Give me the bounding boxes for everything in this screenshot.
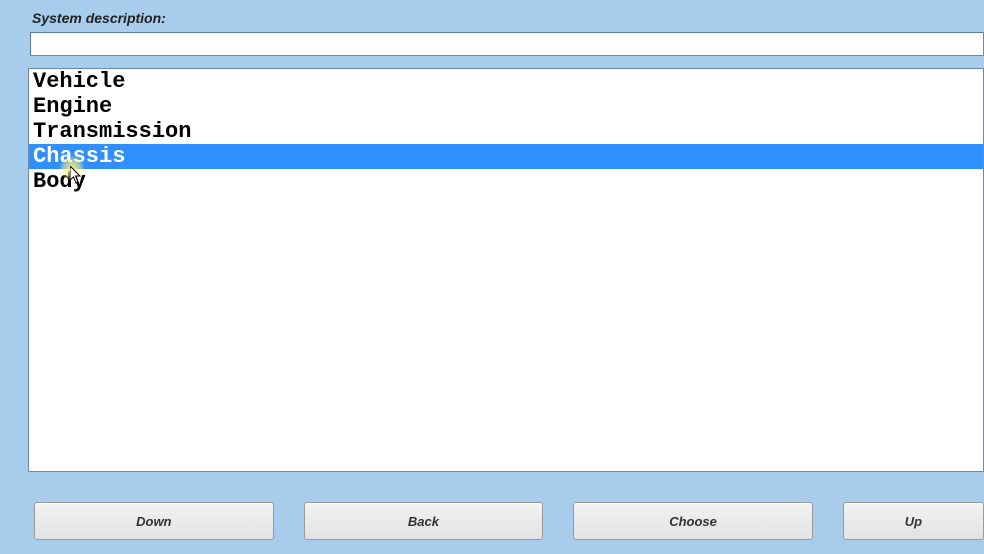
back-button[interactable]: Back [304,502,544,540]
list-item[interactable]: Body [29,169,983,194]
choose-button[interactable]: Choose [573,502,813,540]
down-button[interactable]: Down [34,502,274,540]
list-item[interactable]: Chassis [29,144,983,169]
button-bar: Down Back Choose Up [34,502,984,540]
system-description-input[interactable] [30,32,984,56]
system-description-label: System description: [32,10,166,26]
list-item[interactable]: Engine [29,94,983,119]
up-button[interactable]: Up [843,502,984,540]
list-item[interactable]: Transmission [29,119,983,144]
system-list[interactable]: VehicleEngineTransmissionChassisBody [28,68,984,472]
list-item[interactable]: Vehicle [29,69,983,94]
